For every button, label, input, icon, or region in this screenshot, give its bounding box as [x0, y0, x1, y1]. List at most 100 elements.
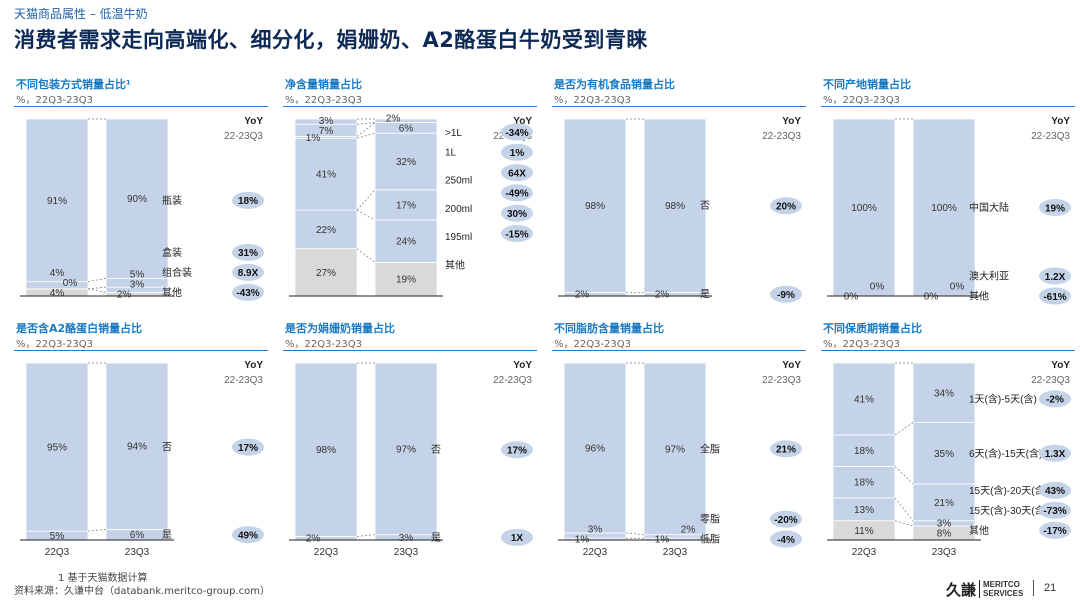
segment-label: 0% [844, 292, 859, 303]
yoy-value: -4% [777, 535, 795, 546]
chart-body: 4%0%4% 91% 2%3%5% 90% YoY 22-23Q3 其他 组合装 盒装 瓶装 -43… [20, 116, 264, 301]
bar-segment [105, 118, 169, 279]
segment-label: 32% [396, 157, 416, 168]
yoy-value: 64X [508, 168, 526, 179]
segment-label: 2% [681, 525, 696, 536]
yoy-value: -17% [1043, 526, 1066, 537]
segment-label: 5% [130, 270, 145, 281]
legend-label: 否 [431, 444, 441, 456]
page-number: 21 [1044, 582, 1057, 594]
segment-label: 11% [854, 526, 873, 537]
connector-line [356, 189, 376, 211]
legend-label: 是 [431, 532, 441, 544]
segment-label: 97% [665, 444, 685, 455]
stacked-bar-chart: 27%22%41%1%7%3%19%24%17%32%6%2%YoY22-23Q… [289, 113, 533, 297]
segment-label: 18% [854, 446, 874, 457]
chart-title: 不同脂肪含量销量占比 [554, 322, 664, 335]
chart-panel: 是否含A2酪蛋白销量占比 %，22Q3-23Q3 5% 95% 6% 94% 22Q3 23Q… [14, 320, 268, 562]
yoy-pill [1039, 481, 1071, 499]
chart-title: 是否为娟姗奶销量占比 [285, 322, 395, 335]
chart-title: 不同产地销量占比 [823, 78, 911, 91]
yoy-value: 21% [776, 445, 796, 456]
chart-panel: 不同产地销量占比 %，22Q3-23Q3 0% 0% 100% 0% 0% 100% YoY 22… [821, 76, 1075, 318]
bar-segment [912, 422, 976, 485]
yoy-value: -43% [236, 288, 259, 299]
yoy-value: 8.9X [238, 268, 259, 279]
segment-label: 4% [50, 288, 65, 299]
connector-line [87, 288, 107, 293]
legend-label: 15天(含)-20天(含) [969, 484, 1048, 497]
stacked-bar-chart: 0% 0% 100% 0% 0% 100% YoY 22-23Q3 其他 澳大利亚 中国大陆 -61%… [827, 116, 1071, 305]
connector-line [894, 520, 914, 527]
category-label: 22Q3 [314, 547, 339, 558]
yoy-header: YoY [244, 360, 263, 371]
connector-line [894, 466, 914, 485]
bar-segment [832, 465, 896, 499]
chart-title-rule [821, 106, 1075, 107]
stacked-bar-chart: 2% 98% 2% 98% YoY 22-23Q3 是 否 -9% 20% [558, 116, 802, 303]
yoy-value: -15% [505, 229, 528, 240]
meritco-logo: 久謙 MERITCO SERVICES [946, 578, 1023, 600]
bar-segment [294, 362, 358, 537]
legend-label: 否 [162, 442, 172, 454]
connector-line [87, 529, 107, 532]
logo-en-line1: MERITCO [983, 580, 1020, 589]
connector-line [625, 532, 645, 536]
bar-segment [832, 118, 896, 297]
logo-divider [979, 580, 981, 598]
segment-label: 6% [399, 123, 414, 134]
page-number-divider [1033, 580, 1034, 596]
segment-label: 98% [316, 445, 336, 456]
footnote: 1 基于天猫数据计算 [58, 573, 148, 584]
segment-label: 1% [306, 133, 321, 144]
section-supertitle: 天猫商品属性 – 低温牛奶 [14, 7, 148, 21]
yoy-pill [232, 526, 264, 544]
yoy-value: 1% [510, 148, 525, 159]
yoy-period: 22-23Q3 [1031, 375, 1070, 386]
page-title: 消费者需求走向高端化、细分化，娟姗奶、A2酪蛋白牛奶受到青睐 [14, 28, 648, 52]
legend-label: 澳大利亚 [969, 270, 1009, 283]
yoy-pill [770, 510, 802, 528]
yoy-header: YoY [513, 116, 532, 127]
bar-segment [643, 362, 707, 536]
legend-label: 其他 [969, 290, 989, 303]
connector-line [894, 422, 914, 436]
stacked-bar-chart: 2% 98% 3% 97% 22Q3 23Q3 YoY 22-23Q3 是 否 1X 17% [289, 360, 533, 558]
segment-label: 18% [854, 478, 874, 489]
yoy-value: -20% [774, 515, 797, 526]
chart-title: 不同包装方式销量占比¹ [16, 78, 131, 91]
yoy-header: YoY [782, 116, 801, 127]
yoy-header: YoY [244, 116, 263, 127]
bar-segment [563, 362, 627, 534]
category-label: 23Q3 [932, 547, 957, 558]
yoy-pill [232, 191, 264, 209]
yoy-pill [501, 441, 533, 459]
chart-panel: 是否为有机食品销量占比 %，22Q3-23Q3 2% 98% 2% 98% YoY 22-23… [552, 76, 806, 318]
chart-panel: 不同包装方式销量占比¹ %，22Q3-23Q3 4% 0% 4% 91% 2% 3% 5% 90%… [14, 76, 268, 318]
logo-cn-text: 久謙 [946, 580, 977, 599]
yoy-header: YoY [513, 360, 532, 371]
yoy-value: 31% [238, 248, 258, 259]
legend-label: 15天(含)-30天(含) [969, 504, 1048, 517]
bar-segment [832, 434, 896, 467]
chart-body: 1%3%96%1%2%97%22Q3 23Q3YoY22-23Q3低脂零脂全脂-4… [558, 360, 802, 558]
bar-segment [374, 219, 438, 263]
segment-label: 4% [50, 268, 65, 279]
segment-label: 100% [931, 203, 957, 214]
segment-label: 98% [585, 201, 605, 212]
legend-label: 其他 [969, 524, 989, 537]
legend-label: 其他 [162, 286, 182, 299]
category-label: 22Q3 [45, 547, 70, 558]
yoy-pill [770, 197, 802, 215]
yoy-pill [1039, 521, 1071, 539]
segment-label: 2% [386, 113, 401, 124]
bar-segment [374, 261, 438, 297]
category-label: 23Q3 [663, 547, 688, 558]
legend-label: 中国大陆 [969, 201, 1009, 214]
bar-segment [912, 483, 976, 522]
segment-label: 98% [665, 201, 685, 212]
yoy-pill [501, 184, 533, 202]
bar-segment [105, 362, 169, 530]
chart-title-rule [14, 350, 268, 351]
bar-segment [832, 362, 896, 436]
